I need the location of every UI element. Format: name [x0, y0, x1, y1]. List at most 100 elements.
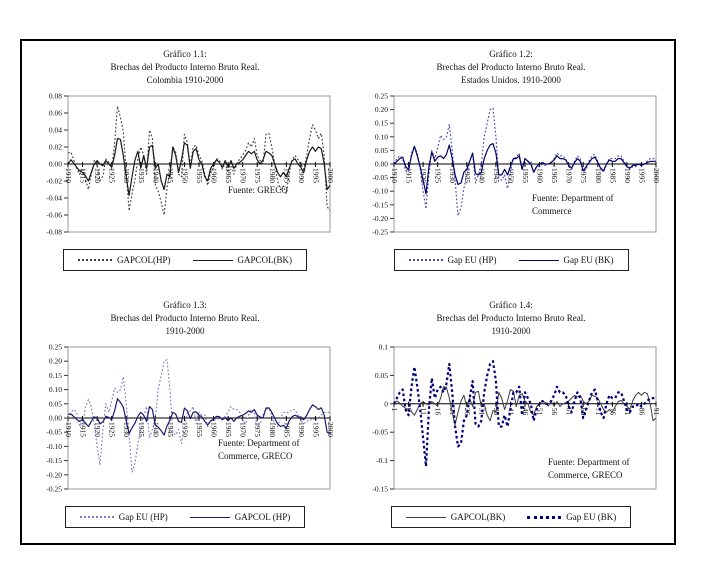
- legend-label: GAPCOL(BK): [237, 255, 293, 265]
- svg-text:1915: 1915: [79, 168, 88, 183]
- dotted-line-sample: [408, 259, 443, 261]
- svg-text:1920: 1920: [93, 422, 102, 437]
- svg-text:2000: 2000: [326, 168, 335, 183]
- legend-label: Gap EU (HP): [118, 512, 168, 522]
- svg-text:1995: 1995: [637, 168, 646, 183]
- svg-text:1910: 1910: [64, 168, 73, 183]
- legend-item: GAPCOL(BK): [192, 255, 293, 265]
- chart-1-3-title: Gráfico 1.3: Brechas del Producto Intern…: [111, 299, 260, 338]
- svg-text:0.20: 0.20: [375, 105, 388, 114]
- svg-text:1910: 1910: [64, 422, 73, 437]
- chart-title-line: Estados Unidos. 1910-2000: [461, 75, 561, 85]
- svg-text:71: 71: [594, 408, 603, 416]
- svg-text:0.20: 0.20: [49, 357, 62, 366]
- svg-text:1985: 1985: [282, 422, 291, 437]
- legend-label: GAPCOL(HP): [116, 255, 171, 265]
- svg-text:11: 11: [419, 408, 428, 415]
- svg-text:-0.25: -0.25: [46, 485, 62, 494]
- svg-text:1980: 1980: [268, 422, 277, 437]
- svg-text:1945: 1945: [492, 168, 501, 183]
- svg-text:1975: 1975: [253, 168, 262, 183]
- plot-wrap: 0.1 0.05 0 -0.05 -0.1 -0.15 1 6 11 16 21 26 31 36 41 46…: [360, 341, 662, 499]
- svg-text:1980: 1980: [268, 168, 277, 183]
- svg-text:1980: 1980: [594, 168, 603, 183]
- svg-text:1960: 1960: [210, 422, 219, 437]
- source-annotation: Fuente: Department of Commerce, GRECO: [218, 437, 299, 463]
- svg-text:-0.04: -0.04: [46, 194, 62, 203]
- svg-text:1950: 1950: [180, 422, 189, 437]
- svg-text:-0.05: -0.05: [372, 173, 388, 182]
- svg-text:1995: 1995: [311, 422, 320, 437]
- chart-1-2-section: Gráfico 1.2: Brechas del Producto Intern…: [348, 41, 674, 292]
- svg-text:2000: 2000: [652, 168, 661, 183]
- legend-box: GAPCOL(HP) GAPCOL(BK): [62, 249, 308, 271]
- figure-border: Gráfico 1.1: Brechas del Producto Intern…: [20, 39, 676, 545]
- source-line: Commerce, GRECO: [548, 470, 623, 480]
- svg-text:1965: 1965: [550, 168, 559, 183]
- svg-text:1975: 1975: [579, 168, 588, 183]
- chart-title-line: 1910-2000: [165, 326, 205, 336]
- svg-text:1: 1: [390, 408, 399, 412]
- svg-text:56: 56: [550, 408, 559, 416]
- svg-text:1930: 1930: [448, 168, 457, 183]
- svg-text:1960: 1960: [536, 168, 545, 183]
- svg-text:0.00: 0.00: [375, 160, 388, 169]
- svg-text:1960: 1960: [210, 168, 219, 183]
- svg-text:-0.25: -0.25: [372, 228, 388, 237]
- legend-box: Gap EU (HP) GAPCOL (HP): [64, 506, 306, 528]
- source-line: Fuente: Department of: [532, 193, 614, 203]
- chart-title-line: Colombia 1910-2000: [146, 75, 224, 85]
- svg-text:1970: 1970: [239, 168, 248, 183]
- svg-text:0.15: 0.15: [375, 119, 388, 128]
- dotted-line-sample: [79, 516, 114, 518]
- chart-title-line: Gráfico 1.1:: [163, 49, 207, 59]
- chart-title-line: Brechas del Producto Interno Bruto Real.: [110, 313, 260, 323]
- legend-label: Gap EU (BK): [563, 255, 614, 265]
- svg-text:1915: 1915: [79, 422, 88, 437]
- svg-text:0.05: 0.05: [49, 399, 62, 408]
- svg-text:0.1: 0.1: [379, 343, 389, 352]
- legend-item: Gap EU (HP): [408, 255, 497, 265]
- svg-text:1935: 1935: [137, 168, 146, 183]
- chart-title-line: Brechas del Producto Interno Bruto Real.: [110, 62, 260, 72]
- line-chart-us: 0.25 0.20 0.15 0.10 0.05 0.00 -0.05 -0.10 -0.15 -…: [372, 92, 661, 237]
- svg-text:91: 91: [652, 408, 661, 416]
- svg-text:-0.05: -0.05: [46, 428, 62, 437]
- svg-text:1935: 1935: [463, 168, 472, 183]
- legend-label: GAPCOL(BK): [450, 512, 506, 522]
- svg-text:1990: 1990: [297, 422, 306, 437]
- svg-text:0.25: 0.25: [49, 343, 62, 352]
- svg-text:0.05: 0.05: [375, 146, 388, 155]
- svg-text:1910: 1910: [390, 168, 399, 183]
- legend-box: Gap EU (HP) Gap EU (BK): [393, 249, 629, 271]
- solid-line-sample: [405, 516, 446, 518]
- svg-text:1925: 1925: [108, 168, 117, 183]
- chart-title-line: Gráfico 1.4:: [489, 300, 533, 310]
- svg-text:1950: 1950: [506, 168, 515, 183]
- svg-text:1950: 1950: [180, 168, 189, 183]
- svg-text:1925: 1925: [108, 422, 117, 437]
- legend-label: Gap EU (HP): [447, 255, 497, 265]
- chart-1-2-title: Gráfico 1.2: Brechas del Producto Intern…: [437, 48, 586, 87]
- solid-line-sample: [192, 259, 233, 261]
- svg-text:1995: 1995: [311, 168, 320, 183]
- source-line: Fuente: Department of: [548, 457, 630, 467]
- svg-text:1965: 1965: [224, 422, 233, 437]
- svg-text:1955: 1955: [195, 168, 204, 183]
- legend-box: GAPCOL(BK) Gap EU (BK): [390, 506, 632, 528]
- chart-1-4-title: Gráfico 1.4: Brechas del Producto Intern…: [437, 299, 586, 338]
- svg-text:1970: 1970: [239, 422, 248, 437]
- chart-1-3-section: Gráfico 1.3: Brechas del Producto Intern…: [22, 292, 348, 543]
- svg-text:1985: 1985: [608, 168, 617, 183]
- svg-text:41: 41: [506, 408, 515, 416]
- legend-label: Gap EU (BK): [566, 512, 617, 522]
- legend-item: GAPCOL(BK): [405, 512, 506, 522]
- chart-1-1-section: Gráfico 1.1: Brechas del Producto Intern…: [22, 41, 348, 292]
- chart-1-4-section: Gráfico 1.4: Brechas del Producto Intern…: [348, 292, 674, 543]
- svg-text:-0.02: -0.02: [46, 177, 62, 186]
- plot-wrap: 0.25 0.20 0.15 0.10 0.05 0.00 -0.05 -0.10 -0.15 -…: [34, 341, 336, 499]
- source-annotation: Fuente: GRECO: [228, 184, 288, 197]
- chart-title-line: Gráfico 1.3:: [163, 300, 207, 310]
- svg-text:0: 0: [384, 399, 388, 408]
- svg-text:1990: 1990: [623, 168, 632, 183]
